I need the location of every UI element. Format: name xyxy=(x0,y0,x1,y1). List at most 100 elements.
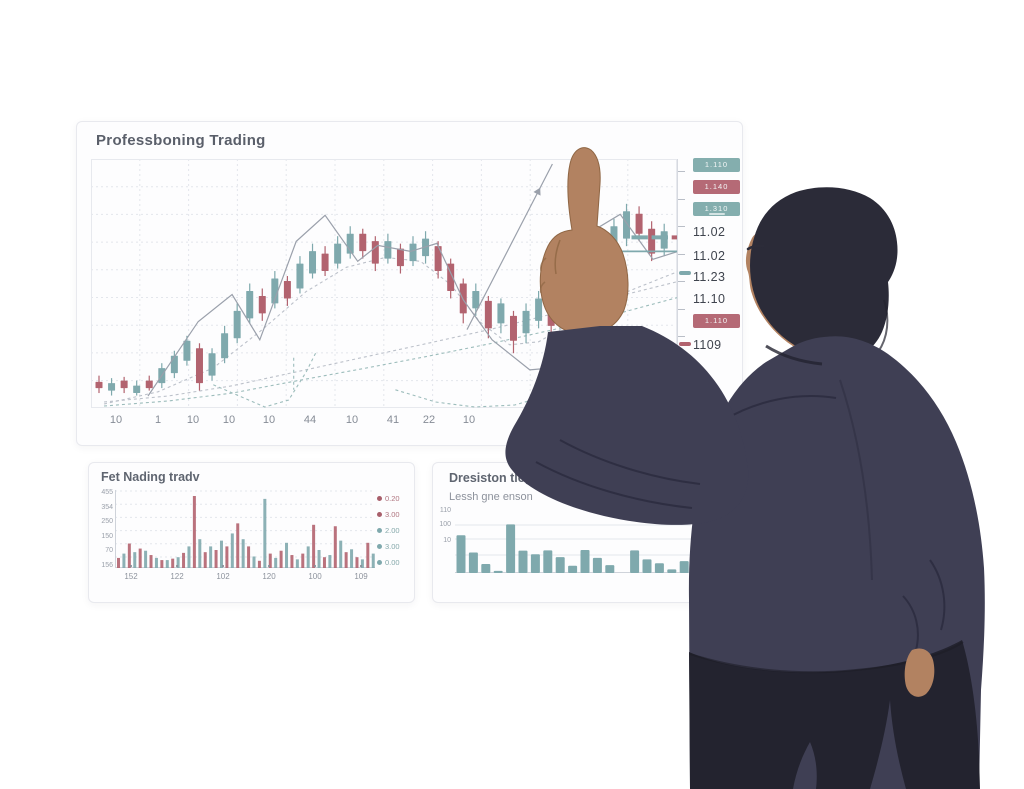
volume-bar xyxy=(165,560,169,568)
distribution-bar xyxy=(605,565,615,573)
volume-bar xyxy=(317,550,321,568)
price-tick xyxy=(678,336,685,337)
jacket-right-cuff-fold-line xyxy=(902,595,919,651)
volume-bar xyxy=(371,553,375,568)
candle-body xyxy=(484,300,492,329)
volume-y-axis-labels: 455 354 250 150 70 156 xyxy=(91,489,113,569)
distribution-bar xyxy=(493,570,503,573)
candle-body xyxy=(258,295,266,314)
price-marker xyxy=(679,342,691,346)
volume-bar xyxy=(355,557,359,568)
price-tick xyxy=(678,281,685,282)
person-ear xyxy=(781,278,804,313)
distribution-bar xyxy=(580,549,590,573)
volume-bar xyxy=(117,557,120,568)
volume-bar xyxy=(182,552,186,568)
x-tick-dot xyxy=(313,564,317,568)
volume-bar xyxy=(344,552,348,568)
volume-y-tick-label: 156 xyxy=(101,561,113,569)
price-tick xyxy=(678,226,685,227)
candle-body xyxy=(660,231,668,249)
distribution-bar xyxy=(642,559,652,573)
volume-bar xyxy=(127,543,131,568)
jacket-hem-line xyxy=(689,641,964,674)
candle-body xyxy=(170,355,178,374)
candle-body xyxy=(359,233,367,252)
main-x-axis-labels: 10 1 10 10 10 44 10 41 22 10 xyxy=(91,414,677,432)
volume-bar xyxy=(198,539,202,568)
candle-body xyxy=(321,253,329,272)
person-eyebrow xyxy=(746,244,765,251)
distribution-bar xyxy=(555,557,565,573)
distribution-bar xyxy=(654,563,664,573)
legend-dot-icon xyxy=(377,511,382,517)
distribution-bar xyxy=(630,550,640,573)
volume-bar xyxy=(268,553,272,568)
distribution-bar xyxy=(506,524,516,573)
person-hair xyxy=(750,187,898,362)
distribution-panel: Dresiston tleg oring Lessh gne enson 110… xyxy=(432,462,702,603)
volume-bar xyxy=(214,550,218,568)
volume-bar xyxy=(285,542,289,568)
candle-body xyxy=(409,243,417,262)
overlay-ma-lower-teal xyxy=(103,297,677,407)
volume-bar xyxy=(322,557,326,568)
candle-body xyxy=(334,243,342,264)
candle-body xyxy=(610,226,618,254)
candle-body xyxy=(560,290,568,314)
candle-body xyxy=(547,305,555,326)
candle-body xyxy=(208,353,216,376)
distribution-bar xyxy=(481,564,491,573)
candle-body xyxy=(648,228,656,254)
volume-x-tick-label: 109 xyxy=(354,572,368,581)
volume-bar xyxy=(290,555,294,568)
price-label: 11.23 xyxy=(693,270,726,284)
price-tick xyxy=(678,171,685,172)
legend-item: 0.00 xyxy=(377,554,413,570)
candle-body xyxy=(472,290,480,309)
price-label: 1109 xyxy=(693,338,722,352)
price-label: 11.02 xyxy=(693,225,726,239)
x-tick-dot xyxy=(359,564,363,568)
price-tick xyxy=(678,391,685,392)
distribution-y-tick-label: 100 xyxy=(439,521,451,528)
volume-y-tick-label: 354 xyxy=(101,503,113,511)
volume-y-tick-label: 70 xyxy=(105,547,113,555)
distribution-bar xyxy=(592,557,602,573)
overlay-dip-left xyxy=(213,351,317,408)
volume-bar xyxy=(138,548,142,568)
candle-body xyxy=(623,211,631,239)
price-tick xyxy=(678,198,685,200)
x-tick-label: 44 xyxy=(303,414,317,426)
candle-body xyxy=(384,241,392,259)
x-tick-label: 10 xyxy=(262,414,276,426)
overlay-dip-right xyxy=(395,349,605,408)
candlestick-chart xyxy=(91,159,677,408)
x-tick-label: 22 xyxy=(422,414,436,426)
volume-x-tick-label: 152 xyxy=(124,572,138,581)
volume-legend: 0.20 3.00 2.00 3.00 0.00 xyxy=(377,490,413,570)
x-tick-label: 1 xyxy=(154,414,162,426)
candle-body xyxy=(195,348,203,384)
volume-bar xyxy=(263,498,267,568)
volume-panel: Fet Nading tradv 455 354 250 150 70 156 152 12… xyxy=(88,462,415,603)
candlestick-chart-svg xyxy=(91,159,677,408)
jacket-right-sleeve-fold-line xyxy=(929,559,946,631)
legend-label: 0.00 xyxy=(385,557,400,567)
volume-bar xyxy=(241,539,245,568)
candle-body xyxy=(371,241,379,264)
legend-item: 0.20 xyxy=(377,490,413,506)
volume-chart xyxy=(115,490,375,568)
candle-body xyxy=(597,243,605,272)
legend-dot-icon xyxy=(377,495,382,501)
volume-x-axis-labels: 152 122 102 120 100 109 xyxy=(115,572,375,586)
x-tick-dot xyxy=(267,564,271,568)
volume-bar xyxy=(360,559,364,568)
person-hair-tail-line xyxy=(877,299,889,353)
candle-body xyxy=(271,278,279,304)
x-tick-label: 41 xyxy=(386,414,400,426)
person-hip-hand xyxy=(904,648,935,697)
candle-body xyxy=(283,281,291,299)
candle-body xyxy=(535,298,543,321)
price-marker xyxy=(679,271,691,275)
